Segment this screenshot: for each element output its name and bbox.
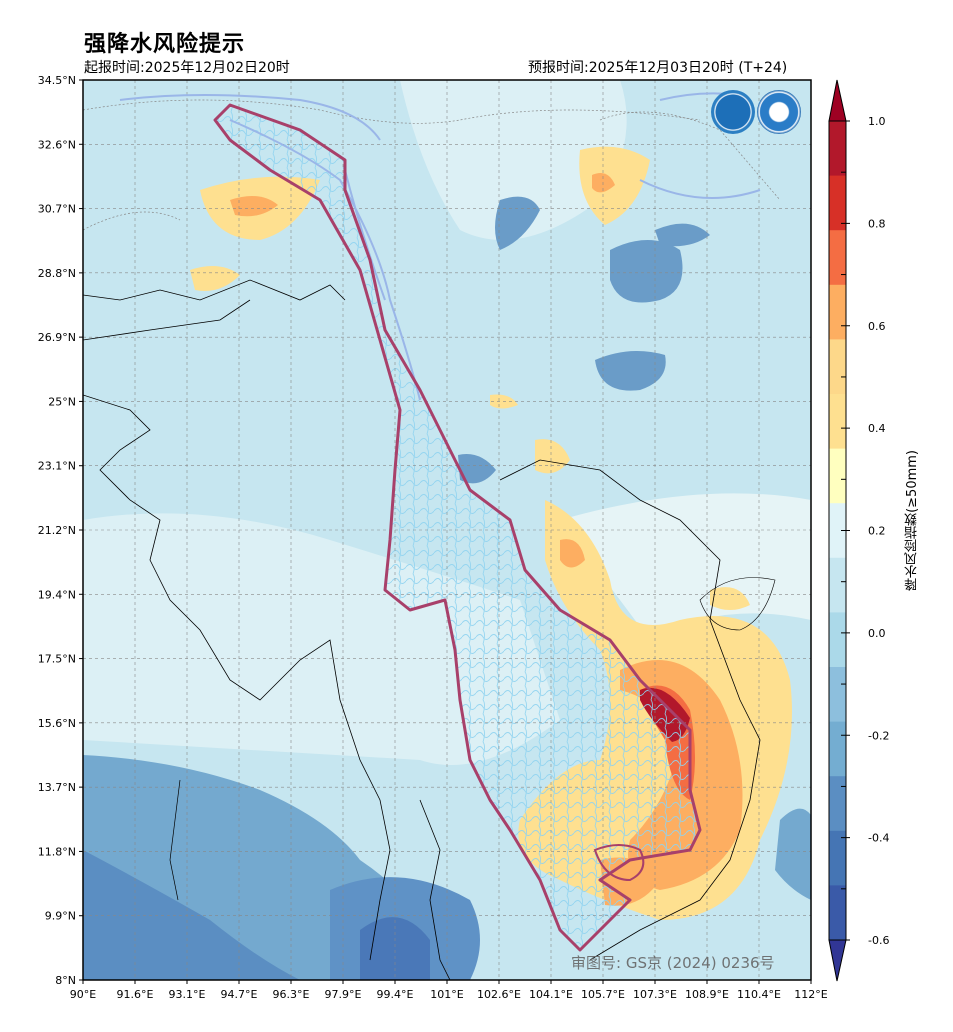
colorbar-tick-label: 1.0 — [868, 115, 886, 128]
lon-tick-label: 94.7°E — [221, 988, 258, 1001]
lat-tick-label: 25°N — [48, 395, 76, 408]
colorbar-tick-label: -0.4 — [868, 832, 889, 845]
lat-tick-label: 13.7°N — [38, 781, 76, 794]
lat-tick-label: 28.8°N — [38, 267, 76, 280]
colorbar-band — [829, 721, 846, 777]
colorbar-band — [829, 612, 846, 668]
colorbar-tick-label: 0.8 — [868, 217, 886, 230]
lon-tick-label: 102.6°E — [477, 988, 521, 1001]
lon-tick-label: 93.1°E — [169, 988, 206, 1001]
lat-tick-label: 17.5°N — [38, 653, 76, 666]
lon-tick-label: 96.3°E — [273, 988, 310, 1001]
colorbar-tick-label: 0.4 — [868, 422, 886, 435]
lon-tick-label: 97.9°E — [325, 988, 362, 1001]
lon-tick-label: 112°E — [794, 988, 827, 1001]
colorbar-tick-label: -0.6 — [868, 934, 889, 947]
colorbar-band — [829, 885, 846, 941]
lon-tick-label: 108.9°E — [685, 988, 729, 1001]
risk-field — [83, 80, 811, 980]
map-title: 强降水风险提示 — [84, 32, 246, 57]
lat-tick-label: 23.1°N — [38, 460, 76, 473]
lat-tick-label: 32.6°N — [38, 138, 76, 151]
lat-tick-label: 19.4°N — [38, 588, 76, 601]
lat-tick-label: 21.2°N — [38, 524, 76, 537]
longitude-axis: 90°E 91.6°E 93.1°E 94.7°E 96.3°E 97.9°E 99.4°E… — [70, 980, 828, 1001]
colorbar-band — [829, 830, 846, 886]
lat-tick-label: 26.9°N — [38, 331, 76, 344]
colorbar-band — [829, 284, 846, 340]
colorbar-tick-label: -0.2 — [868, 729, 889, 742]
valid-time: 预报时间:2025年12月03日20时 (T+24) — [528, 60, 788, 76]
colorbar-tick-label: 0.0 — [868, 627, 886, 640]
latitude-axis: 34.5°N 32.6°N 30.7°N 28.8°N 26.9°N 25°N 23.1°N… — [38, 74, 83, 987]
lat-tick-label: 9.9°N — [45, 910, 76, 923]
colorbar-min-arrow — [828, 939, 847, 982]
lon-tick-label: 110.4°E — [737, 988, 781, 1001]
colorbar-max-arrow — [828, 79, 847, 122]
lat-tick-label: 15.6°N — [38, 717, 76, 730]
colorbar-band — [829, 230, 846, 286]
colorbar-band — [829, 448, 846, 504]
colorbar-band — [829, 121, 846, 177]
colorbar-tick-label: 0.6 — [868, 320, 886, 333]
lon-tick-label: 107.3°E — [633, 988, 677, 1001]
map-approval-number: 审图号: GS京 (2024) 0236号 — [571, 954, 775, 972]
lon-tick-label: 105.7°E — [581, 988, 625, 1001]
colorbar-band — [829, 394, 846, 450]
colorbar-band — [829, 503, 846, 559]
colorbar-tick-label: 0.2 — [868, 525, 886, 538]
colorbar-band — [829, 557, 846, 613]
lon-tick-label: 101°E — [430, 988, 463, 1001]
lon-tick-label: 91.6°E — [117, 988, 154, 1001]
colorbar-band — [829, 667, 846, 723]
lon-tick-label: 104.1°E — [529, 988, 573, 1001]
cma-logo-icon — [757, 90, 801, 134]
lat-tick-label: 34.5°N — [38, 74, 76, 87]
lat-tick-label: 8°N — [55, 974, 76, 987]
lon-tick-label: 99.4°E — [377, 988, 414, 1001]
lon-tick-label: 90°E — [70, 988, 96, 1001]
wmo-logo-icon — [711, 90, 755, 134]
lat-tick-label: 30.7°N — [38, 203, 76, 216]
colorbar-band — [829, 339, 846, 395]
issue-time: 起报时间:2025年12月02日20时 — [84, 60, 290, 76]
colorbar-band — [829, 776, 846, 832]
colorbar-band — [829, 175, 846, 231]
lat-tick-label: 11.8°N — [38, 845, 76, 858]
colorbar-title: 降水风险指数(≥50mm) — [905, 450, 920, 591]
colorbar: 1.0 0.8 0.6 0.4 0.2 0.0 -0.2 -0.4 -0.6 — [828, 79, 889, 982]
